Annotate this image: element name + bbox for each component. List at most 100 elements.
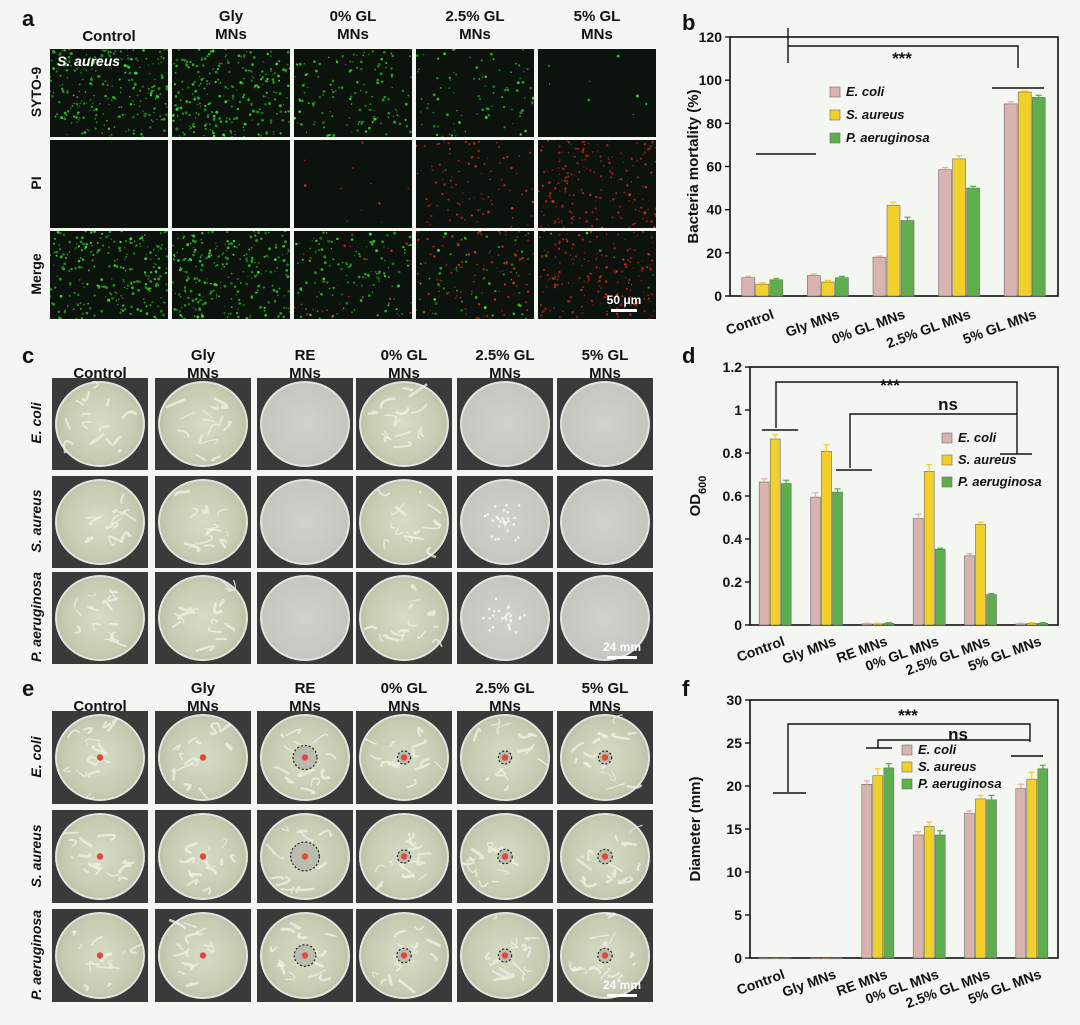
plate-texture <box>171 721 234 800</box>
plate-texture <box>62 718 118 800</box>
petri-dish <box>460 813 550 900</box>
plate-texture <box>179 838 237 895</box>
bar <box>883 767 895 959</box>
y-tick-label: 10 <box>726 864 742 880</box>
y-tick-label: 100 <box>699 72 723 88</box>
bar <box>832 957 843 960</box>
bar <box>780 483 792 626</box>
bar <box>810 957 821 960</box>
significance-label: *** <box>892 49 912 68</box>
legend-label: S. aureus <box>918 759 977 774</box>
agar-plate <box>257 572 353 664</box>
micrograph-tile <box>416 49 534 137</box>
column-header: 5% GL MNs <box>547 347 663 383</box>
bar <box>821 281 835 297</box>
bar <box>1031 97 1046 297</box>
bar <box>975 798 986 959</box>
panel-b-label: b <box>682 10 696 35</box>
y-tick-label: 1.2 <box>723 359 743 375</box>
legend-label: P. aeruginosa <box>918 776 1002 791</box>
plate-texture <box>168 918 215 988</box>
agar-plate <box>557 378 653 470</box>
y-tick-label: 40 <box>706 202 722 218</box>
column-header: 5% GL MNs <box>533 8 661 44</box>
column-header: 0% GL MNs <box>289 8 417 44</box>
bar <box>1017 91 1032 297</box>
y-axis-label: Diameter (mm) <box>687 776 704 881</box>
bar <box>923 826 935 959</box>
y-tick-label: 25 <box>726 735 742 751</box>
agar-plate <box>356 810 452 903</box>
petri-dish <box>260 479 350 565</box>
x-tick-label: Gly MNs <box>780 633 838 667</box>
bar <box>912 518 924 626</box>
significance-bracket <box>787 723 1031 792</box>
column-header-line: MNs <box>459 26 491 43</box>
plate-texture <box>260 479 350 565</box>
column-header-line: 2.5% GL <box>475 680 535 697</box>
column-header-line: 2.5% GL <box>475 347 535 364</box>
micrograph-tile <box>294 49 412 137</box>
y-tick-label: 0.4 <box>723 531 743 547</box>
column-header-line: RE <box>294 680 316 697</box>
micrograph-dots <box>416 49 534 137</box>
column-header-line: 2.5% GL <box>445 8 505 25</box>
bar <box>1015 623 1027 626</box>
column-header: Control <box>45 28 173 46</box>
petri-dish <box>560 575 650 661</box>
column-header: Gly MNs <box>145 347 261 383</box>
plate-texture <box>171 579 236 653</box>
micrograph-tile <box>172 49 290 137</box>
agar-plate <box>52 572 148 664</box>
legend-label: P. aeruginosa <box>958 474 1042 489</box>
legend-label: S. aureus <box>846 107 905 122</box>
column-header-line: Gly <box>190 347 216 364</box>
micrograph-dots <box>50 140 168 228</box>
bar <box>934 549 946 626</box>
micrograph-dots <box>172 231 290 319</box>
row-label: Merge <box>28 253 44 295</box>
agar-plate <box>257 378 353 470</box>
x-tick-label: Control <box>734 633 786 665</box>
bar <box>1003 103 1018 297</box>
column-header-line: MNs <box>388 698 420 715</box>
legend-label: E. coli <box>918 742 957 757</box>
y-tick-label: 30 <box>726 692 742 708</box>
chart-f: 0 5 10 15 20 25 30 Diameter (mm) Control Gly MNs R… <box>680 690 1080 1020</box>
column-header: Gly MNs <box>167 8 295 44</box>
agar-plate <box>557 810 653 903</box>
agar-plate <box>457 378 553 470</box>
bar <box>923 471 935 626</box>
legend-swatch <box>901 744 913 756</box>
bar <box>964 555 975 626</box>
x-tick-label: Control <box>734 966 786 998</box>
agar-plate <box>155 378 251 470</box>
column-header-line: 0% GL <box>380 680 428 697</box>
column-header: 0% GL MNs <box>346 347 462 383</box>
micrograph-dots <box>50 49 168 137</box>
bar <box>769 957 781 960</box>
plate-texture <box>482 597 526 634</box>
scale-bar-label: 24 mm <box>602 640 642 654</box>
y-tick-label: 0.8 <box>723 445 743 461</box>
agar-plate <box>457 572 553 664</box>
bar <box>872 256 887 297</box>
micrograph-tile <box>538 140 656 228</box>
plate-texture <box>371 925 442 994</box>
agar-plate <box>52 476 148 568</box>
column-header-line: Control <box>73 365 127 382</box>
significance-label: *** <box>898 706 918 725</box>
petri-dish <box>55 381 145 467</box>
micrograph-dots <box>294 231 412 319</box>
petri-dish <box>158 912 248 999</box>
legend-label: E. coli <box>846 84 885 99</box>
bar <box>1037 622 1049 626</box>
bar <box>1037 768 1049 959</box>
column-header: 2.5% GL MNs <box>447 347 563 383</box>
agar-plate <box>356 711 452 804</box>
bar <box>975 524 986 626</box>
scale-bar: 24 mm <box>594 640 650 659</box>
y-tick-label: 80 <box>706 115 722 131</box>
y-axis-label: Bacteria mortality (%) <box>685 89 702 243</box>
plate-texture <box>377 488 442 559</box>
